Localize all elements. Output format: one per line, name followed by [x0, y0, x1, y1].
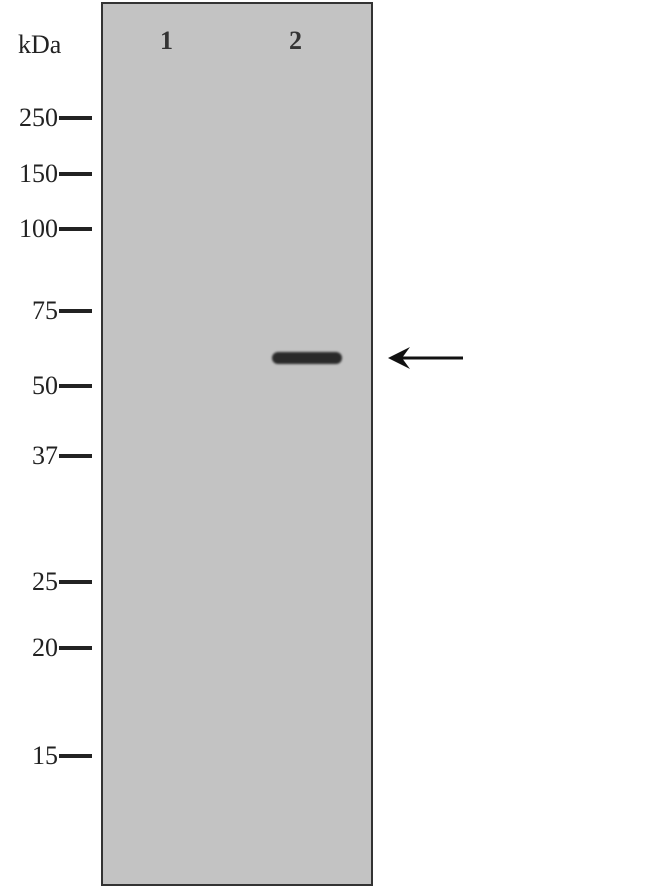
marker-tick [59, 754, 92, 758]
marker-50: 50 [0, 372, 94, 400]
marker-75: 75 [0, 297, 94, 325]
marker-15: 15 [0, 742, 94, 770]
marker-250: 250 [0, 104, 94, 132]
marker-label: 15 [32, 741, 58, 770]
marker-tick [59, 172, 92, 176]
marker-tick [59, 580, 92, 584]
lane-label-2: 2 [289, 26, 302, 55]
membrane [101, 2, 373, 886]
marker-25: 25 [0, 568, 94, 596]
lane-label-1: 1 [160, 26, 173, 55]
marker-tick [59, 116, 92, 120]
left-arrow-icon [388, 347, 463, 369]
marker-tick [59, 384, 92, 388]
protein-band [272, 352, 342, 364]
marker-tick [59, 227, 92, 231]
marker-tick [59, 454, 92, 458]
marker-tick [59, 309, 92, 313]
marker-label: 50 [32, 371, 58, 400]
marker-label: 75 [32, 296, 58, 325]
marker-37: 37 [0, 442, 94, 470]
marker-label: 25 [32, 567, 58, 596]
marker-label: 37 [32, 441, 58, 470]
marker-100: 100 [0, 215, 94, 243]
marker-150: 150 [0, 160, 94, 188]
marker-tick [59, 646, 92, 650]
marker-label: 150 [19, 159, 58, 188]
marker-label: 20 [32, 633, 58, 662]
marker-20: 20 [0, 634, 94, 662]
unit-label: kDa [18, 30, 62, 59]
marker-label: 100 [19, 214, 58, 243]
marker-label: 250 [19, 103, 58, 132]
